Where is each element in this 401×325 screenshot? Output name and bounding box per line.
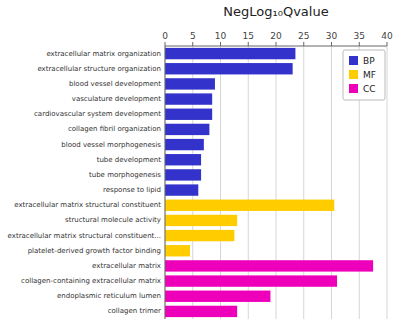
category-label: blood vessel morphogenesis — [61, 141, 161, 149]
category-label: blood vessel development — [69, 80, 161, 88]
grid — [165, 46, 387, 319]
bar — [165, 48, 295, 59]
chart: extracellular matrix organization extrace… — [0, 0, 401, 325]
category-label: structural molecule activity — [65, 216, 161, 224]
category-label: extracellular structure organization — [37, 65, 161, 73]
bar — [165, 63, 293, 74]
legend-swatch — [349, 56, 358, 65]
category-label: cardiovascular system development — [34, 110, 161, 118]
category-label: collagen-containing extracellular matrix — [21, 277, 161, 285]
tick-label: 30 — [326, 31, 338, 41]
category-label: collagen trimer — [108, 307, 161, 315]
legend-box — [343, 50, 385, 100]
category-label: extracellular matrix structural constitu… — [8, 232, 161, 240]
bars — [165, 48, 373, 317]
tick-label: 5 — [190, 31, 196, 41]
category-label: tube morphogenesis — [89, 171, 161, 179]
tick-mark — [276, 42, 277, 46]
bar — [165, 124, 209, 135]
bar — [165, 169, 201, 180]
tick-label: 25 — [298, 31, 309, 41]
tick-mark — [303, 42, 304, 46]
category-label: response to lipid — [103, 186, 161, 194]
bar — [165, 139, 204, 150]
bar — [165, 93, 212, 104]
bar — [165, 184, 198, 195]
tick-mark — [331, 42, 332, 46]
legend-swatch — [349, 84, 358, 93]
legend: BP MF CC — [343, 50, 385, 100]
y-axis-line — [165, 46, 166, 319]
bar — [165, 109, 212, 120]
x-axis-line — [165, 46, 387, 47]
bar — [165, 260, 373, 271]
tick-mark — [220, 42, 221, 46]
bar — [165, 78, 215, 89]
bar — [165, 291, 270, 302]
tick-mark — [192, 42, 193, 46]
category-label: extracellular matrix — [92, 262, 161, 270]
category-label: extracellular matrix organization — [46, 50, 161, 58]
tick-label: 35 — [354, 31, 365, 41]
tick-label: 15 — [243, 31, 254, 41]
category-label: collagen fibril organization — [68, 125, 161, 133]
tick-mark — [248, 42, 249, 46]
bar — [165, 245, 190, 256]
category-label: tube development — [97, 156, 162, 164]
legend-label: MF — [363, 70, 376, 80]
bar — [165, 215, 237, 226]
category-label: platelet-derived growth factor binding — [28, 247, 161, 255]
bar — [165, 200, 334, 211]
bar — [165, 306, 237, 317]
legend-label: CC — [363, 84, 376, 94]
tick-mark — [387, 42, 388, 46]
legend-swatch — [349, 70, 358, 79]
tick-label: 10 — [215, 31, 227, 41]
tick-label: 20 — [270, 31, 282, 41]
grid-line — [165, 46, 166, 319]
bar — [165, 275, 337, 286]
category-label: extracellular matrix structural constitu… — [14, 201, 161, 209]
bar — [165, 154, 201, 165]
grid-line — [387, 46, 388, 319]
legend-label: BP — [363, 56, 375, 66]
tick-mark — [359, 42, 360, 46]
category-label: vasculature development — [72, 95, 161, 103]
tick-mark — [165, 42, 166, 46]
tick-label: 0 — [162, 31, 168, 41]
tick-label: 40 — [381, 31, 393, 41]
bar — [165, 230, 234, 241]
category-label: endoplasmic reticulum lumen — [57, 292, 161, 300]
title: NegLog₁₀Qvalue — [223, 4, 328, 19]
